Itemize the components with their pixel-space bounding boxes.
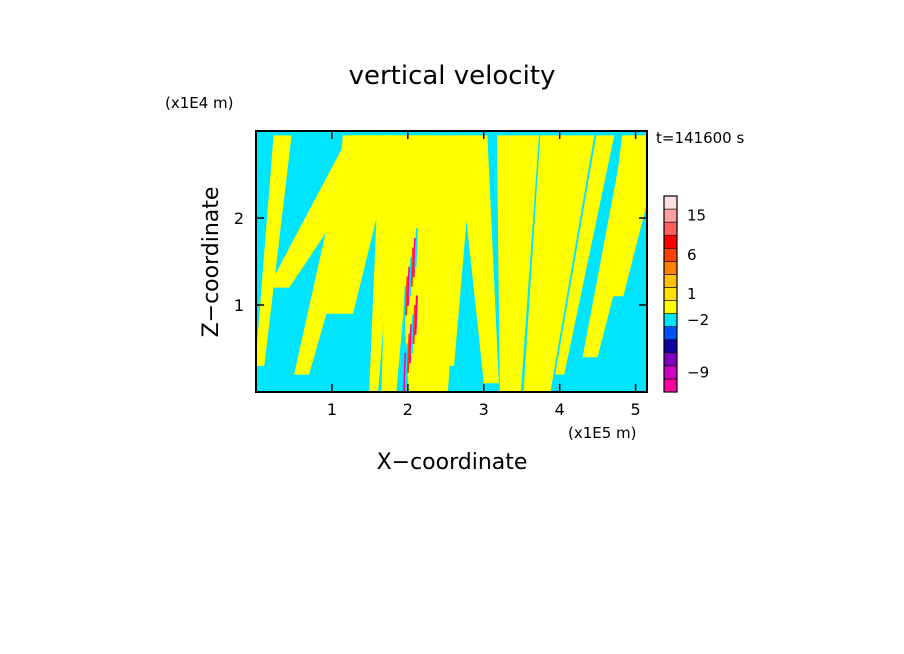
plot-area — [256, 131, 647, 392]
colorbar-frame — [663, 195, 678, 393]
plot-frame — [255, 130, 648, 393]
colorbar-label: −9 — [687, 363, 709, 381]
colorbar-cell — [663, 365, 678, 380]
updraft-streak — [414, 228, 418, 268]
y-axis: 12 — [234, 209, 647, 315]
colorbar-cell — [663, 339, 678, 354]
velocity-bands — [256, 135, 647, 392]
colorbar-cell — [663, 378, 678, 393]
updraft-streak — [406, 266, 411, 306]
colorbar-cell — [663, 247, 678, 262]
updraft-streak — [414, 295, 418, 335]
colorbar-label: 15 — [687, 207, 706, 225]
x-tick-label: 4 — [555, 400, 565, 419]
y-tick-label: 1 — [234, 296, 244, 315]
colorbar-label: −2 — [687, 311, 709, 329]
velocity-band — [496, 135, 539, 392]
colorbar-cell — [663, 261, 678, 275]
x-tick-label: 3 — [479, 400, 489, 419]
updraft-streak — [408, 257, 413, 297]
colorbar-cell — [663, 287, 678, 301]
x-tick-label: 2 — [403, 400, 413, 419]
y-tick-label: 2 — [234, 209, 244, 228]
velocity-band — [457, 135, 499, 384]
colorbar-label: 6 — [687, 246, 697, 264]
x-tick-label: 1 — [327, 400, 337, 419]
y-unit-label: (x1E4 m) — [165, 94, 234, 112]
colorbar-cell — [663, 234, 678, 249]
colorbar-cell — [663, 195, 678, 210]
x-unit-label: (x1E5 m) — [568, 424, 637, 442]
velocity-band — [602, 135, 647, 297]
y-axis-label: Z−coordinate — [199, 187, 224, 338]
updraft-streak — [410, 314, 415, 354]
updraft-streak — [410, 247, 415, 287]
updraft-core — [403, 228, 418, 392]
colorbar-cell — [663, 352, 678, 367]
updraft-streak — [404, 276, 409, 316]
colorbar-cell — [663, 300, 678, 314]
colorbar: −9 −2 1 6 15 — [663, 195, 709, 393]
colorbar-cell — [663, 221, 678, 236]
velocity-band — [555, 135, 615, 375]
colorbar-cell — [663, 208, 678, 223]
x-axis-label: X−coordinate — [377, 450, 528, 475]
colorbar-cell — [663, 326, 678, 341]
x-tick-label: 5 — [631, 400, 641, 419]
updraft-streak — [408, 324, 413, 364]
x-axis: 1 2 3 4 5 — [327, 131, 641, 419]
updraft-streak — [412, 237, 417, 278]
updraft-streak — [404, 343, 409, 383]
updraft-streak — [403, 352, 407, 392]
colorbar-cell — [663, 274, 678, 288]
chart-title: vertical velocity — [349, 61, 556, 91]
colorbar-label: 1 — [687, 285, 697, 303]
updraft-streak — [412, 304, 417, 345]
colorbar-cell — [663, 313, 678, 327]
updraft-streak — [403, 285, 407, 326]
updraft-streak — [406, 333, 411, 373]
time-label: t=141600 s — [656, 129, 744, 147]
velocity-band — [256, 135, 292, 366]
velocity-band — [523, 135, 595, 392]
